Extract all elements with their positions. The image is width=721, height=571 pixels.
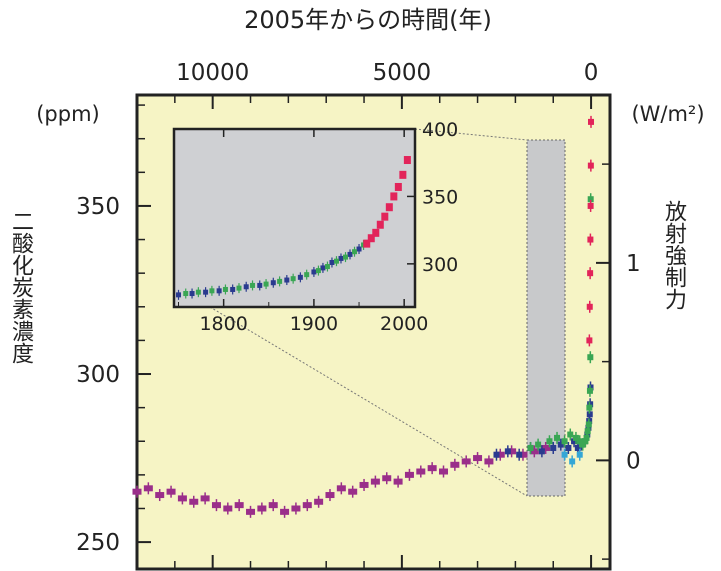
inset-point-red: [367, 234, 375, 243]
inset-y-tick-label: 300: [422, 254, 458, 276]
x-tick-label: 0: [584, 60, 599, 86]
inset-point-red: [376, 220, 384, 229]
y2-tick-label: 0: [626, 448, 641, 474]
inset-x-tick-label: 2000: [380, 313, 428, 335]
y-tick-label: 250: [76, 530, 120, 556]
y-tick-label: 350: [76, 194, 120, 220]
zoom-connector-bottom: [209, 306, 528, 497]
inset-point-red: [394, 182, 402, 191]
inset-point-red: [390, 192, 398, 201]
inset-point-red: [372, 228, 380, 237]
inset-point-red: [385, 203, 393, 212]
right-axis-title: 放射強制力: [661, 200, 686, 310]
left-axis-unit: (ppm): [36, 102, 100, 126]
zoom-connector-top: [414, 128, 528, 141]
inset-x-tick-label: 1900: [290, 313, 338, 335]
right-axis-unit: (W/m²): [631, 102, 704, 126]
x-tick-label: 5000: [373, 60, 432, 86]
inset-y-tick-label: 350: [422, 186, 458, 208]
left-axis-title: 二酸化炭素濃度: [8, 210, 33, 364]
inset-point-red: [363, 239, 371, 248]
x-tick-label: 10000: [176, 60, 249, 86]
y2-tick-label: 1: [626, 251, 641, 277]
inset-point-red: [399, 170, 407, 179]
inset-y-tick-label: 400: [422, 119, 458, 141]
inset-point-red: [403, 156, 411, 165]
inset-chart: 1800 1900 2000 300 350 400: [172, 119, 458, 335]
inset-x-tick-label: 1800: [199, 313, 247, 335]
chart-title: 2005年からの時間(年): [244, 6, 492, 34]
y-tick-label: 300: [76, 362, 120, 388]
inset-point-red: [381, 212, 389, 221]
